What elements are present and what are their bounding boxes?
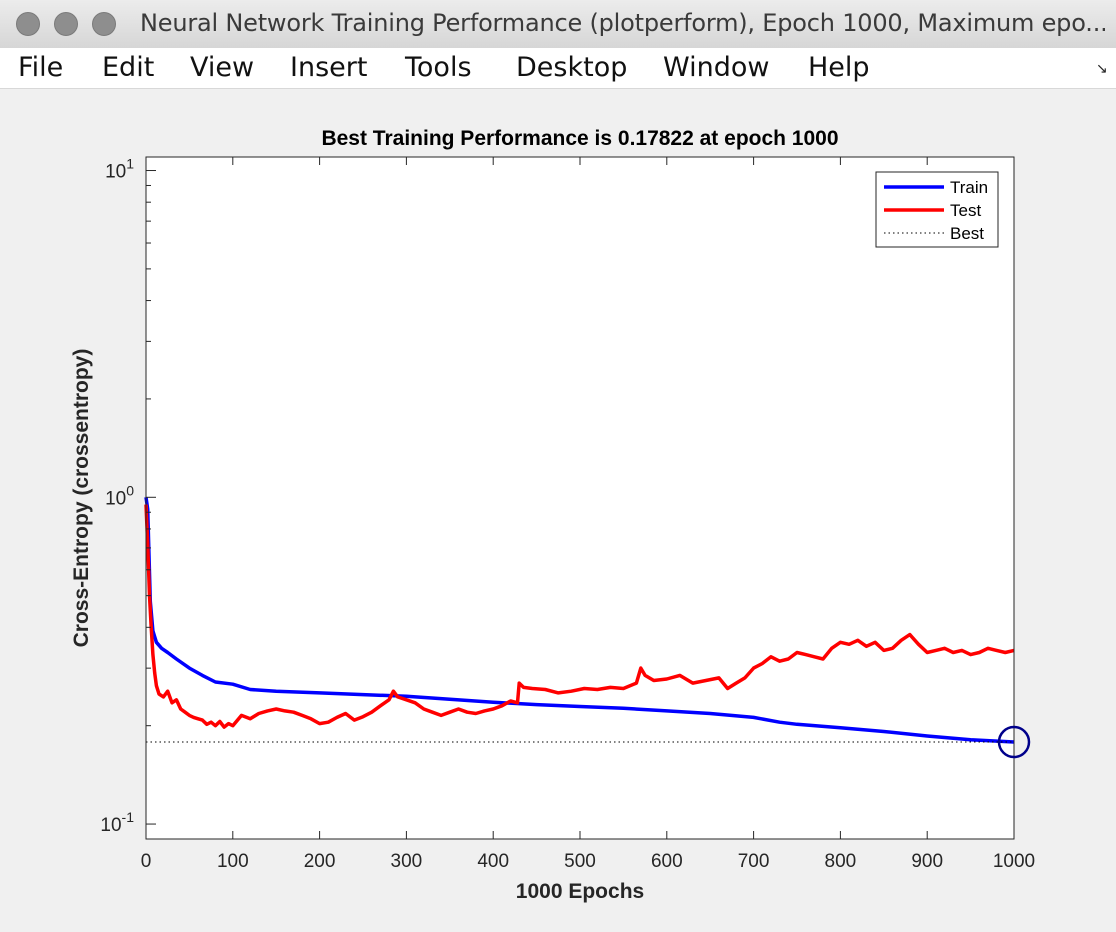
y-tick-base: 10 [105,162,126,183]
x-tick-label: 1000 [993,851,1035,872]
x-tick-label: 500 [564,851,596,872]
menu-file[interactable]: File [18,52,64,83]
x-tick-label: 100 [217,851,249,872]
x-tick-label: 800 [825,851,857,872]
menu-help[interactable]: Help [808,52,870,83]
menu-tools[interactable]: Tools [405,52,472,83]
zoom-window-button[interactable] [92,12,116,36]
undock-arrow-icon[interactable]: ↘ [1096,60,1108,76]
title-bar: Neural Network Training Performance (plo… [0,0,1116,49]
chart-title: Best Training Performance is 0.17822 at … [321,127,838,150]
legend-label-test: Test [950,201,981,220]
plot-area [146,157,1014,839]
x-tick-label: 400 [477,851,509,872]
best-epoch-marker [997,725,1031,759]
y-tick-base: 10 [100,815,121,836]
close-window-button[interactable] [16,12,40,36]
series-train-line [144,497,1015,744]
legend-label-best: Best [950,224,984,243]
y-tick-exponent: 1 [126,156,134,172]
legend: Train Test Best [875,171,999,248]
menu-bar: File Edit View Insert Tools Desktop Wind… [0,48,1116,89]
menu-view[interactable]: View [190,52,255,83]
y-tick-exponent: 0 [126,482,134,498]
window-title: Neural Network Training Performance (plo… [140,9,1105,37]
menu-insert[interactable]: Insert [290,52,368,83]
x-tick-label: 900 [911,851,943,872]
y-tick-label: 10-1 [100,809,134,836]
y-tick-base: 10 [105,488,126,509]
y-tick-label: 101 [105,156,134,183]
y-axis-label: Cross-Entropy (crossentropy) [70,349,93,648]
menu-edit[interactable]: Edit [102,52,155,83]
x-tick-label: 0 [141,851,152,872]
x-tick-label: 600 [651,851,683,872]
menu-window[interactable]: Window [663,52,770,83]
x-tick-label: 200 [304,851,336,872]
y-tick-label: 100 [105,482,134,509]
x-tick-label: 700 [738,851,770,872]
legend-label-train: Train [950,178,988,197]
menu-desktop[interactable]: Desktop [516,52,628,83]
y-tick-exponent: -1 [122,809,135,825]
x-axis-label: 1000 Epochs [516,880,644,903]
series-test-line [144,504,1015,729]
minimize-window-button[interactable] [54,12,78,36]
x-tick-label: 300 [391,851,423,872]
